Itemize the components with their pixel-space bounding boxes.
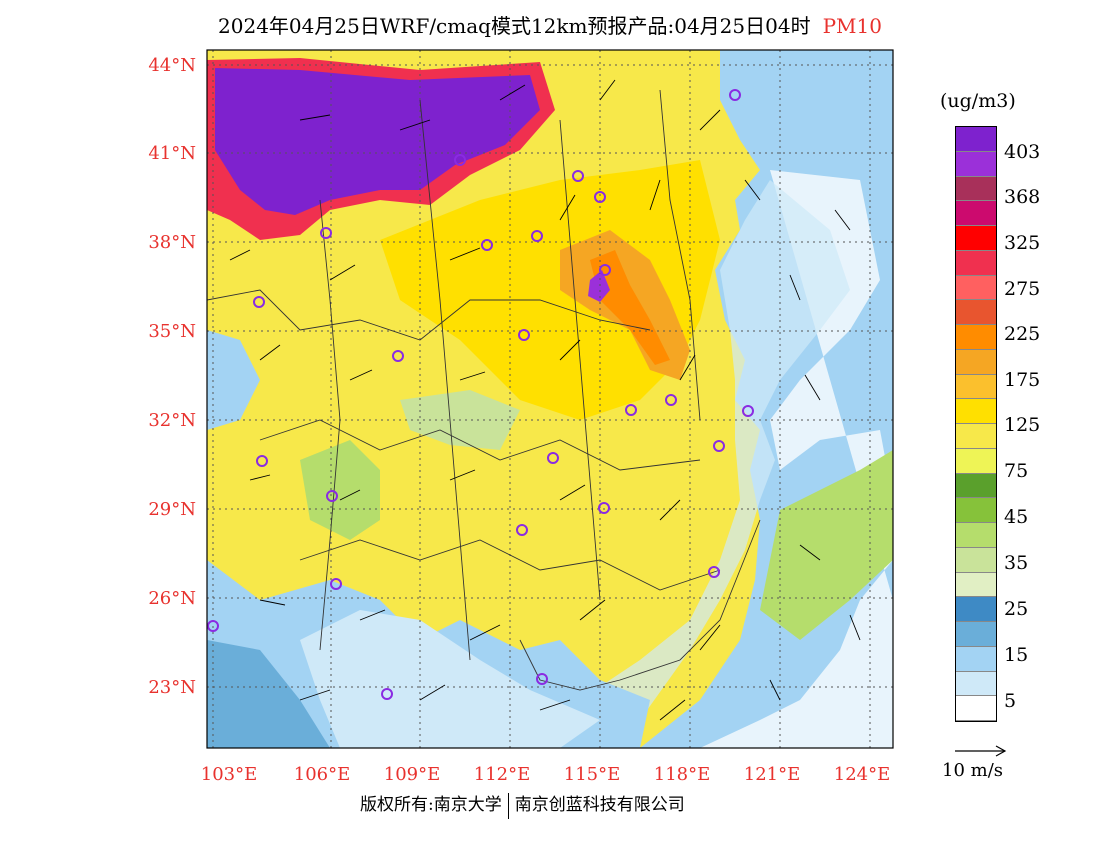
- colorbar-unit: (ug/m3): [940, 90, 1016, 112]
- province-borders: [207, 89, 761, 691]
- colorbar-segment: [956, 226, 996, 251]
- colorbar-segment: [956, 696, 996, 721]
- colorbar-label: 368: [1004, 186, 1041, 208]
- colorbar-segment: [956, 622, 996, 647]
- lat-label: 35°N: [148, 321, 196, 342]
- north-china-band: [380, 160, 720, 420]
- lat-label: 41°N: [148, 143, 196, 164]
- lat-label: 32°N: [148, 410, 196, 431]
- colorbar-label: 175: [1004, 369, 1041, 391]
- colorbar-segment: [956, 176, 996, 202]
- colorbar-label: 403: [1004, 141, 1041, 163]
- dust-plume-inner: [215, 68, 540, 215]
- colorbar-label: 275: [1004, 278, 1041, 300]
- colorbar-segment: [956, 127, 996, 152]
- lat-label: 23°N: [148, 677, 196, 698]
- copyright-left: 版权所有:南京大学: [360, 795, 502, 815]
- colorbar-label: 325: [1004, 232, 1041, 254]
- copyright-right: 南京创蓝科技有限公司: [514, 795, 685, 815]
- colorbar-label: 25: [1004, 598, 1029, 620]
- colorbar-segment: [956, 325, 996, 350]
- pollutant-label: PM10: [822, 14, 882, 38]
- lat-label: 44°N: [148, 55, 196, 76]
- huabei-core: [590, 250, 670, 365]
- colorbar-segment: [956, 201, 996, 226]
- lat-label: 38°N: [148, 232, 196, 253]
- west-low: [207, 330, 260, 430]
- lon-label: 121°E: [743, 764, 801, 785]
- reference-vector-label: 10 m/s: [942, 760, 1003, 781]
- lon-label: 115°E: [563, 764, 621, 785]
- sichuan-green: [300, 440, 380, 540]
- colorbar-label: 125: [1004, 414, 1041, 436]
- colorbar-segment: [956, 597, 996, 622]
- title-main: 2024年04月25日WRF/cmaq模式12km预报产品:04月25日04时: [218, 14, 811, 38]
- graticule: [207, 50, 893, 748]
- colorbar-label: 45: [1004, 506, 1029, 528]
- ocean-band: [540, 180, 850, 748]
- southwest-blue: [207, 640, 330, 748]
- south-clean-zone: [300, 610, 600, 748]
- lon-label: 103°E: [200, 764, 258, 785]
- lon-label: 109°E: [383, 764, 441, 785]
- colorbar-segment: [956, 250, 996, 276]
- copyright-separator: [507, 792, 509, 819]
- colorbar-segment: [956, 498, 996, 523]
- lon-label: 112°E: [473, 764, 531, 785]
- lat-label: 29°N: [148, 499, 196, 520]
- colorbar-segment: [956, 275, 996, 301]
- colorbar-segment: [956, 473, 996, 499]
- ocean-clean: [700, 170, 893, 748]
- colorbar-segment: [956, 547, 996, 573]
- map-frame: [206, 49, 894, 749]
- wind-vectors: [229, 79, 861, 721]
- lon-label: 106°E: [293, 764, 351, 785]
- colorbar-segment: [956, 523, 996, 548]
- coast-green: [760, 450, 893, 640]
- lon-label: 124°E: [833, 764, 891, 785]
- colorbar-segment: [956, 300, 996, 325]
- pm10-field: [207, 50, 893, 748]
- colorbar: [955, 126, 997, 722]
- colorbar-segment: [956, 151, 996, 177]
- colorbar-segment: [956, 399, 996, 424]
- colorbar-segment: [956, 424, 996, 449]
- lat-label: 26°N: [148, 588, 196, 609]
- lon-label: 118°E: [653, 764, 711, 785]
- reference-vector-arrow: [955, 745, 1007, 757]
- copyright: 版权所有:南京大学 南京创蓝科技有限公司: [360, 790, 685, 819]
- huabei-peak: [588, 270, 610, 302]
- colorbar-label: 15: [1004, 644, 1029, 666]
- colorbar-segment: [956, 646, 996, 672]
- colorbar-segment: [956, 374, 996, 400]
- city-markers: [207, 89, 754, 700]
- colorbar-label: 75: [1004, 460, 1029, 482]
- colorbar-segment: [956, 448, 996, 474]
- colorbar-segment: [956, 671, 996, 697]
- map-title: 2024年04月25日WRF/cmaq模式12km预报产品:04月25日04时 P…: [0, 10, 1100, 39]
- colorbar-segment: [956, 572, 996, 598]
- colorbar-label: 35: [1004, 552, 1029, 574]
- colorbar-label: 5: [1004, 690, 1017, 712]
- colorbar-label: 225: [1004, 323, 1041, 345]
- colorbar-segment: [956, 349, 996, 375]
